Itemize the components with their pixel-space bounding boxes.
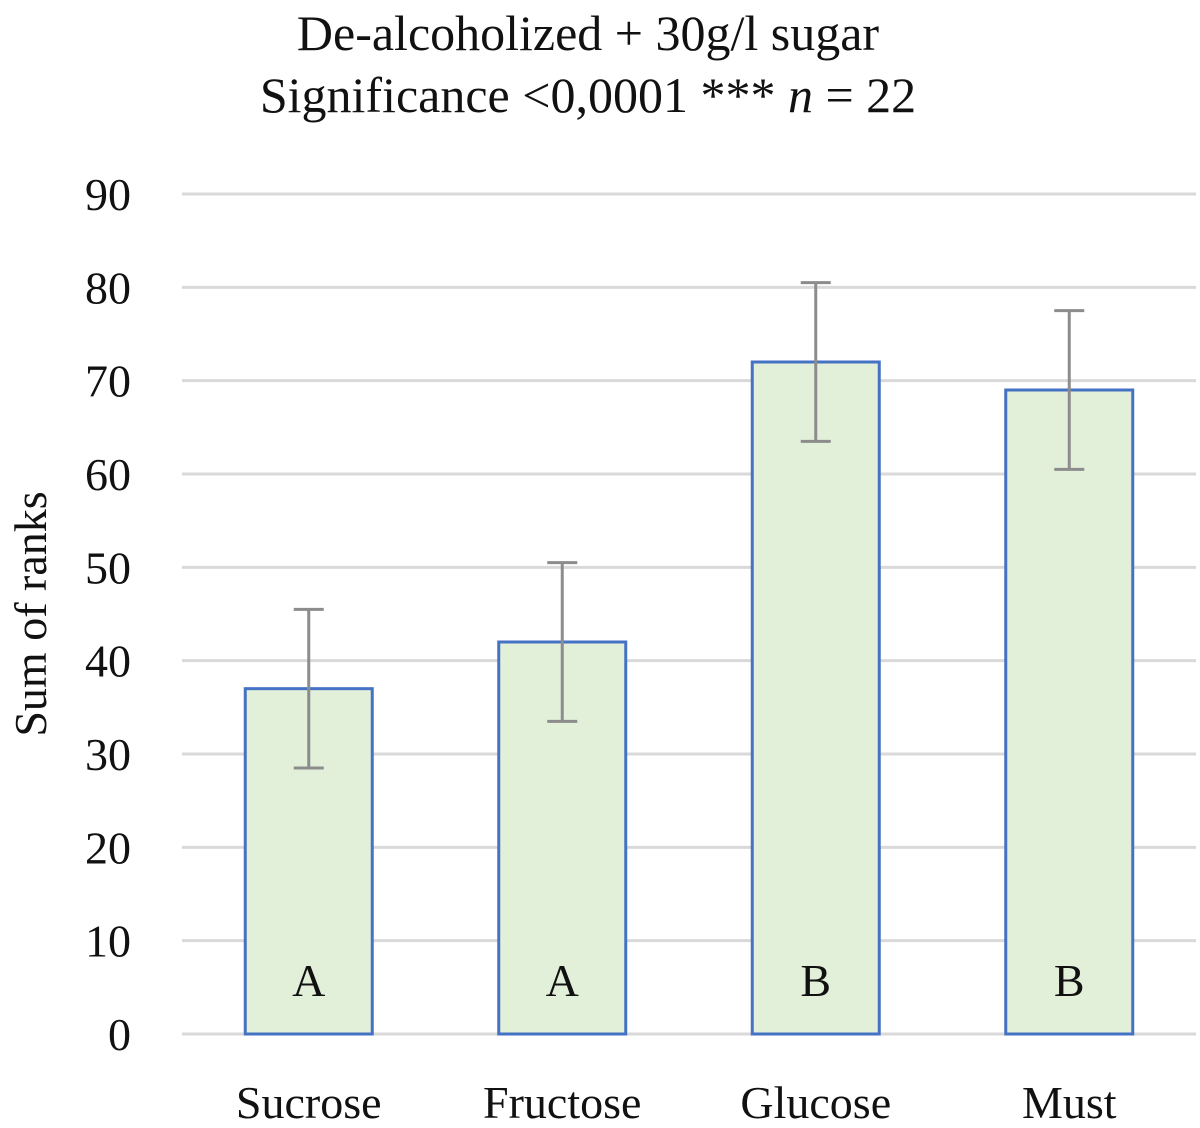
y-tick-label: 0 <box>108 1009 131 1060</box>
subtitle-n-symbol: n <box>787 67 813 123</box>
y-tick-label: 90 <box>85 169 131 220</box>
y-tick-label: 50 <box>85 542 131 593</box>
y-tick-label: 10 <box>85 916 131 967</box>
y-tick-label: 60 <box>85 449 131 500</box>
chart-title: De-alcoholized + 30g/l sugar <box>296 5 880 61</box>
y-tick-label: 70 <box>85 356 131 407</box>
bar-glucose <box>750 360 881 1036</box>
x-tick-label: Glucose <box>740 1077 891 1128</box>
y-tick-label: 20 <box>85 822 131 873</box>
chart-subtitle: Significance <0,0001 *** n = 22 <box>0 66 1176 124</box>
bars <box>243 360 1135 1036</box>
bar-must <box>1004 388 1135 1036</box>
group-letter: B <box>800 955 831 1006</box>
y-tick-label: 30 <box>85 729 131 780</box>
group-letter: A <box>292 955 325 1006</box>
subtitle-significance: Significance <0,0001 *** <box>259 67 788 123</box>
y-axis-label: Sum of ranks <box>5 491 56 736</box>
y-tick-label: 40 <box>85 636 131 687</box>
x-axis-tick-labels: Sucrose Fructose Glucose Must <box>236 1077 1117 1128</box>
error-bars <box>293 281 1085 770</box>
y-axis-tick-labels: 0 10 20 30 40 50 60 70 80 90 <box>85 169 131 1060</box>
group-letter: B <box>1054 955 1085 1006</box>
x-tick-label: Fructose <box>483 1077 641 1128</box>
x-tick-label: Must <box>1022 1077 1117 1128</box>
x-tick-label: Sucrose <box>236 1077 382 1128</box>
subtitle-n-value: = 22 <box>812 67 917 123</box>
group-letter: A <box>546 955 579 1006</box>
y-tick-label: 80 <box>85 262 131 313</box>
